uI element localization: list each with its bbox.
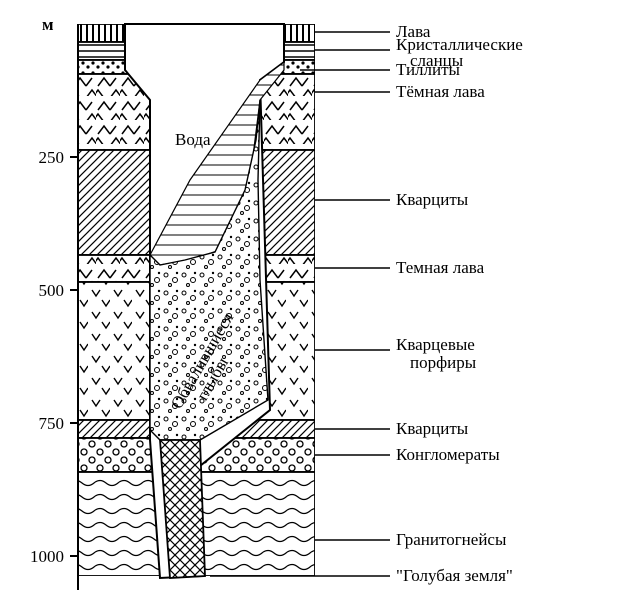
label-quartzite1: Кварциты — [396, 190, 469, 209]
label-quartzite2: Кварциты — [396, 419, 469, 438]
tick-500: 500 — [39, 281, 65, 300]
label-bluesoil: "Голубая земля" — [396, 566, 513, 585]
label-gneiss: Гранитогнейсы — [396, 530, 507, 549]
tick-750: 750 — [39, 414, 65, 433]
water-label: Вода — [175, 130, 211, 149]
tick-250: 250 — [39, 148, 65, 167]
label-darklava1: Тёмная лава — [396, 82, 485, 101]
tick-1000: 1000 — [30, 547, 64, 566]
label-porphyry: Кварцевыепорфиры — [396, 335, 477, 372]
label-darklava2: Темная лава — [396, 258, 485, 277]
axis-unit-label: м — [42, 15, 54, 34]
geological-cross-section: ВодаОбвалившиесяглыбы м 2505007501000 Ла… — [0, 0, 620, 596]
label-conglom: Конгломераты — [396, 445, 500, 464]
label-tillite: Тиллиты — [396, 60, 461, 79]
axis-ticks: 250 500 750 1000 — [30, 148, 78, 566]
